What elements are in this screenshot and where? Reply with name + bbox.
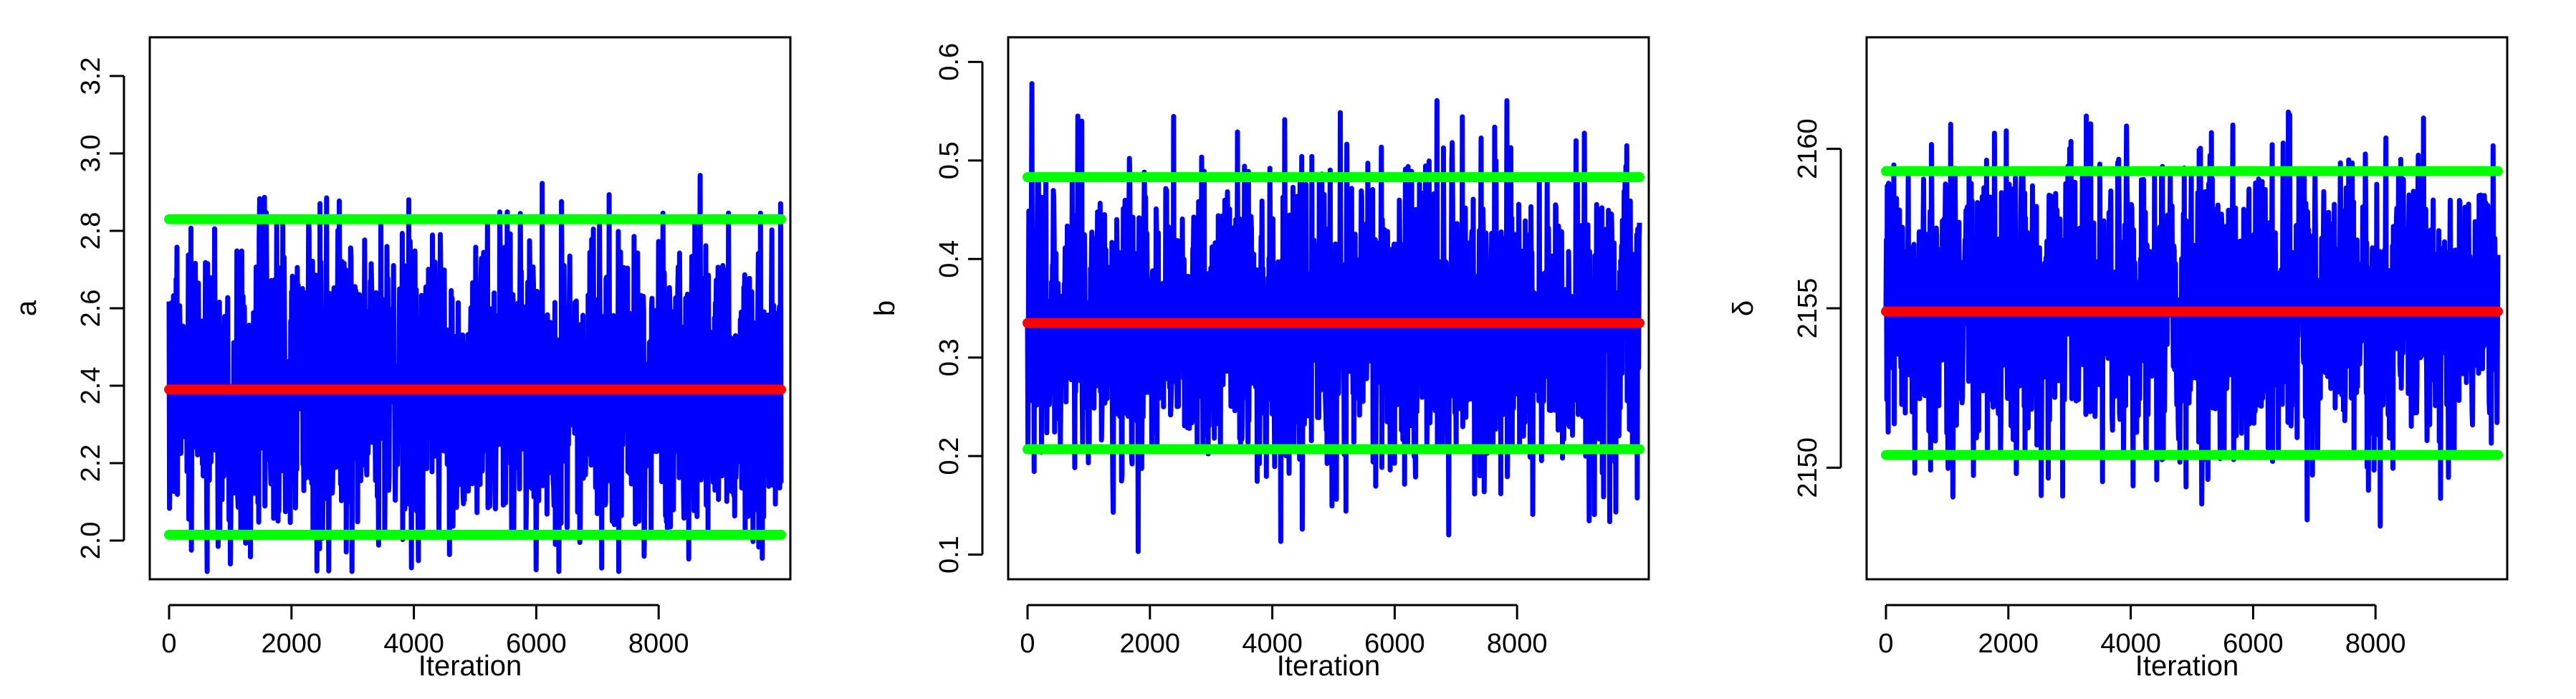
y-tick-label: 0.5	[934, 141, 964, 179]
plot-frame	[1007, 36, 1650, 581]
x-tick-label: 8000	[2345, 629, 2406, 659]
x-axis-title: Iteration	[418, 650, 522, 682]
y-tick-label: 2150	[1793, 437, 1823, 498]
y-axis-title: a	[11, 300, 42, 316]
trace-plot-delta: 0 2000 4000 6000 8000 Iteration 2150 2155 2160 δ	[1717, 0, 2575, 699]
y-tick-label: 3.0	[76, 135, 106, 173]
plot-frame	[148, 36, 792, 581]
y-tick-label: 2.0	[76, 522, 106, 560]
y-tick-label: 2155	[1793, 278, 1823, 339]
x-axis-title: Iteration	[1277, 650, 1381, 682]
y-tick-label: 0.4	[934, 240, 964, 278]
x-tick-label: 0	[1020, 629, 1035, 659]
x-tick-label: 0	[1878, 629, 1893, 659]
y-axis-title: δ	[1728, 300, 1759, 316]
y-tick-label: 2.2	[76, 444, 106, 482]
y-tick-label: 0.6	[934, 43, 964, 81]
x-tick-label: 4000	[383, 629, 444, 659]
x-tick-label: 2000	[262, 629, 322, 659]
trace-chart-a: 0 2000 4000 6000 8000 Iteration 2.0 2.2 2.4 2.6 2.…	[11, 36, 792, 682]
y-tick-label: 2160	[1793, 118, 1823, 179]
trace-chart-delta: 0 2000 4000 6000 8000 Iteration 2150 2155 2160 δ	[1728, 36, 2509, 682]
trace-plot-b: 0 2000 4000 6000 8000 Iteration 0.1 0.2 0.3 0.4 0.…	[858, 0, 1717, 699]
y-tick-label: 0.2	[934, 437, 964, 475]
x-tick-label: 4000	[1242, 629, 1303, 659]
x-tick-label: 6000	[2223, 629, 2284, 659]
x-tick-label: 2000	[1978, 629, 2039, 659]
trace-chart-b: 0 2000 4000 6000 8000 Iteration 0.1 0.2 0.3 0.4 0.…	[869, 36, 1650, 682]
x-tick-label: 4000	[2100, 629, 2161, 659]
x-tick-label: 6000	[1364, 629, 1425, 659]
y-tick-label: 0.1	[934, 536, 964, 574]
trace-line-b	[1025, 81, 1642, 554]
x-tick-label: 6000	[506, 629, 567, 659]
x-tick-label: 0	[161, 629, 176, 659]
x-axis-title: Iteration	[2135, 650, 2239, 682]
x-tick-label: 2000	[1120, 629, 1181, 659]
trace-plot-a: 0 2000 4000 6000 8000 Iteration 2.0 2.2 2.4 2.6 2.…	[0, 0, 858, 699]
y-tick-label: 0.3	[934, 338, 964, 376]
x-tick-label: 8000	[1487, 629, 1548, 659]
y-tick-label: 2.4	[76, 367, 106, 405]
y-axis-title: b	[869, 300, 901, 316]
y-tick-label: 2.6	[76, 290, 106, 328]
plot-frame	[1865, 36, 2509, 581]
x-tick-label: 8000	[628, 629, 689, 659]
y-tick-label: 2.8	[76, 212, 106, 250]
trace-line-a	[166, 173, 784, 574]
y-tick-label: 3.2	[76, 57, 106, 95]
